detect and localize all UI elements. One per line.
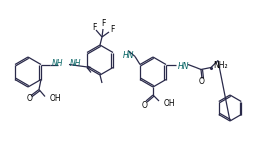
- Text: O: O: [199, 77, 205, 86]
- Text: HN: HN: [123, 51, 134, 60]
- Text: O: O: [27, 94, 33, 103]
- Text: NH₂: NH₂: [213, 61, 228, 70]
- Text: OH: OH: [164, 99, 176, 108]
- Text: F: F: [101, 20, 105, 28]
- Text: O: O: [142, 100, 148, 109]
- Text: HN: HN: [178, 62, 189, 71]
- Text: F: F: [110, 24, 114, 33]
- Text: NH: NH: [70, 59, 81, 68]
- Text: NH: NH: [52, 59, 63, 68]
- Text: OH: OH: [50, 94, 62, 103]
- Text: F: F: [92, 22, 96, 32]
